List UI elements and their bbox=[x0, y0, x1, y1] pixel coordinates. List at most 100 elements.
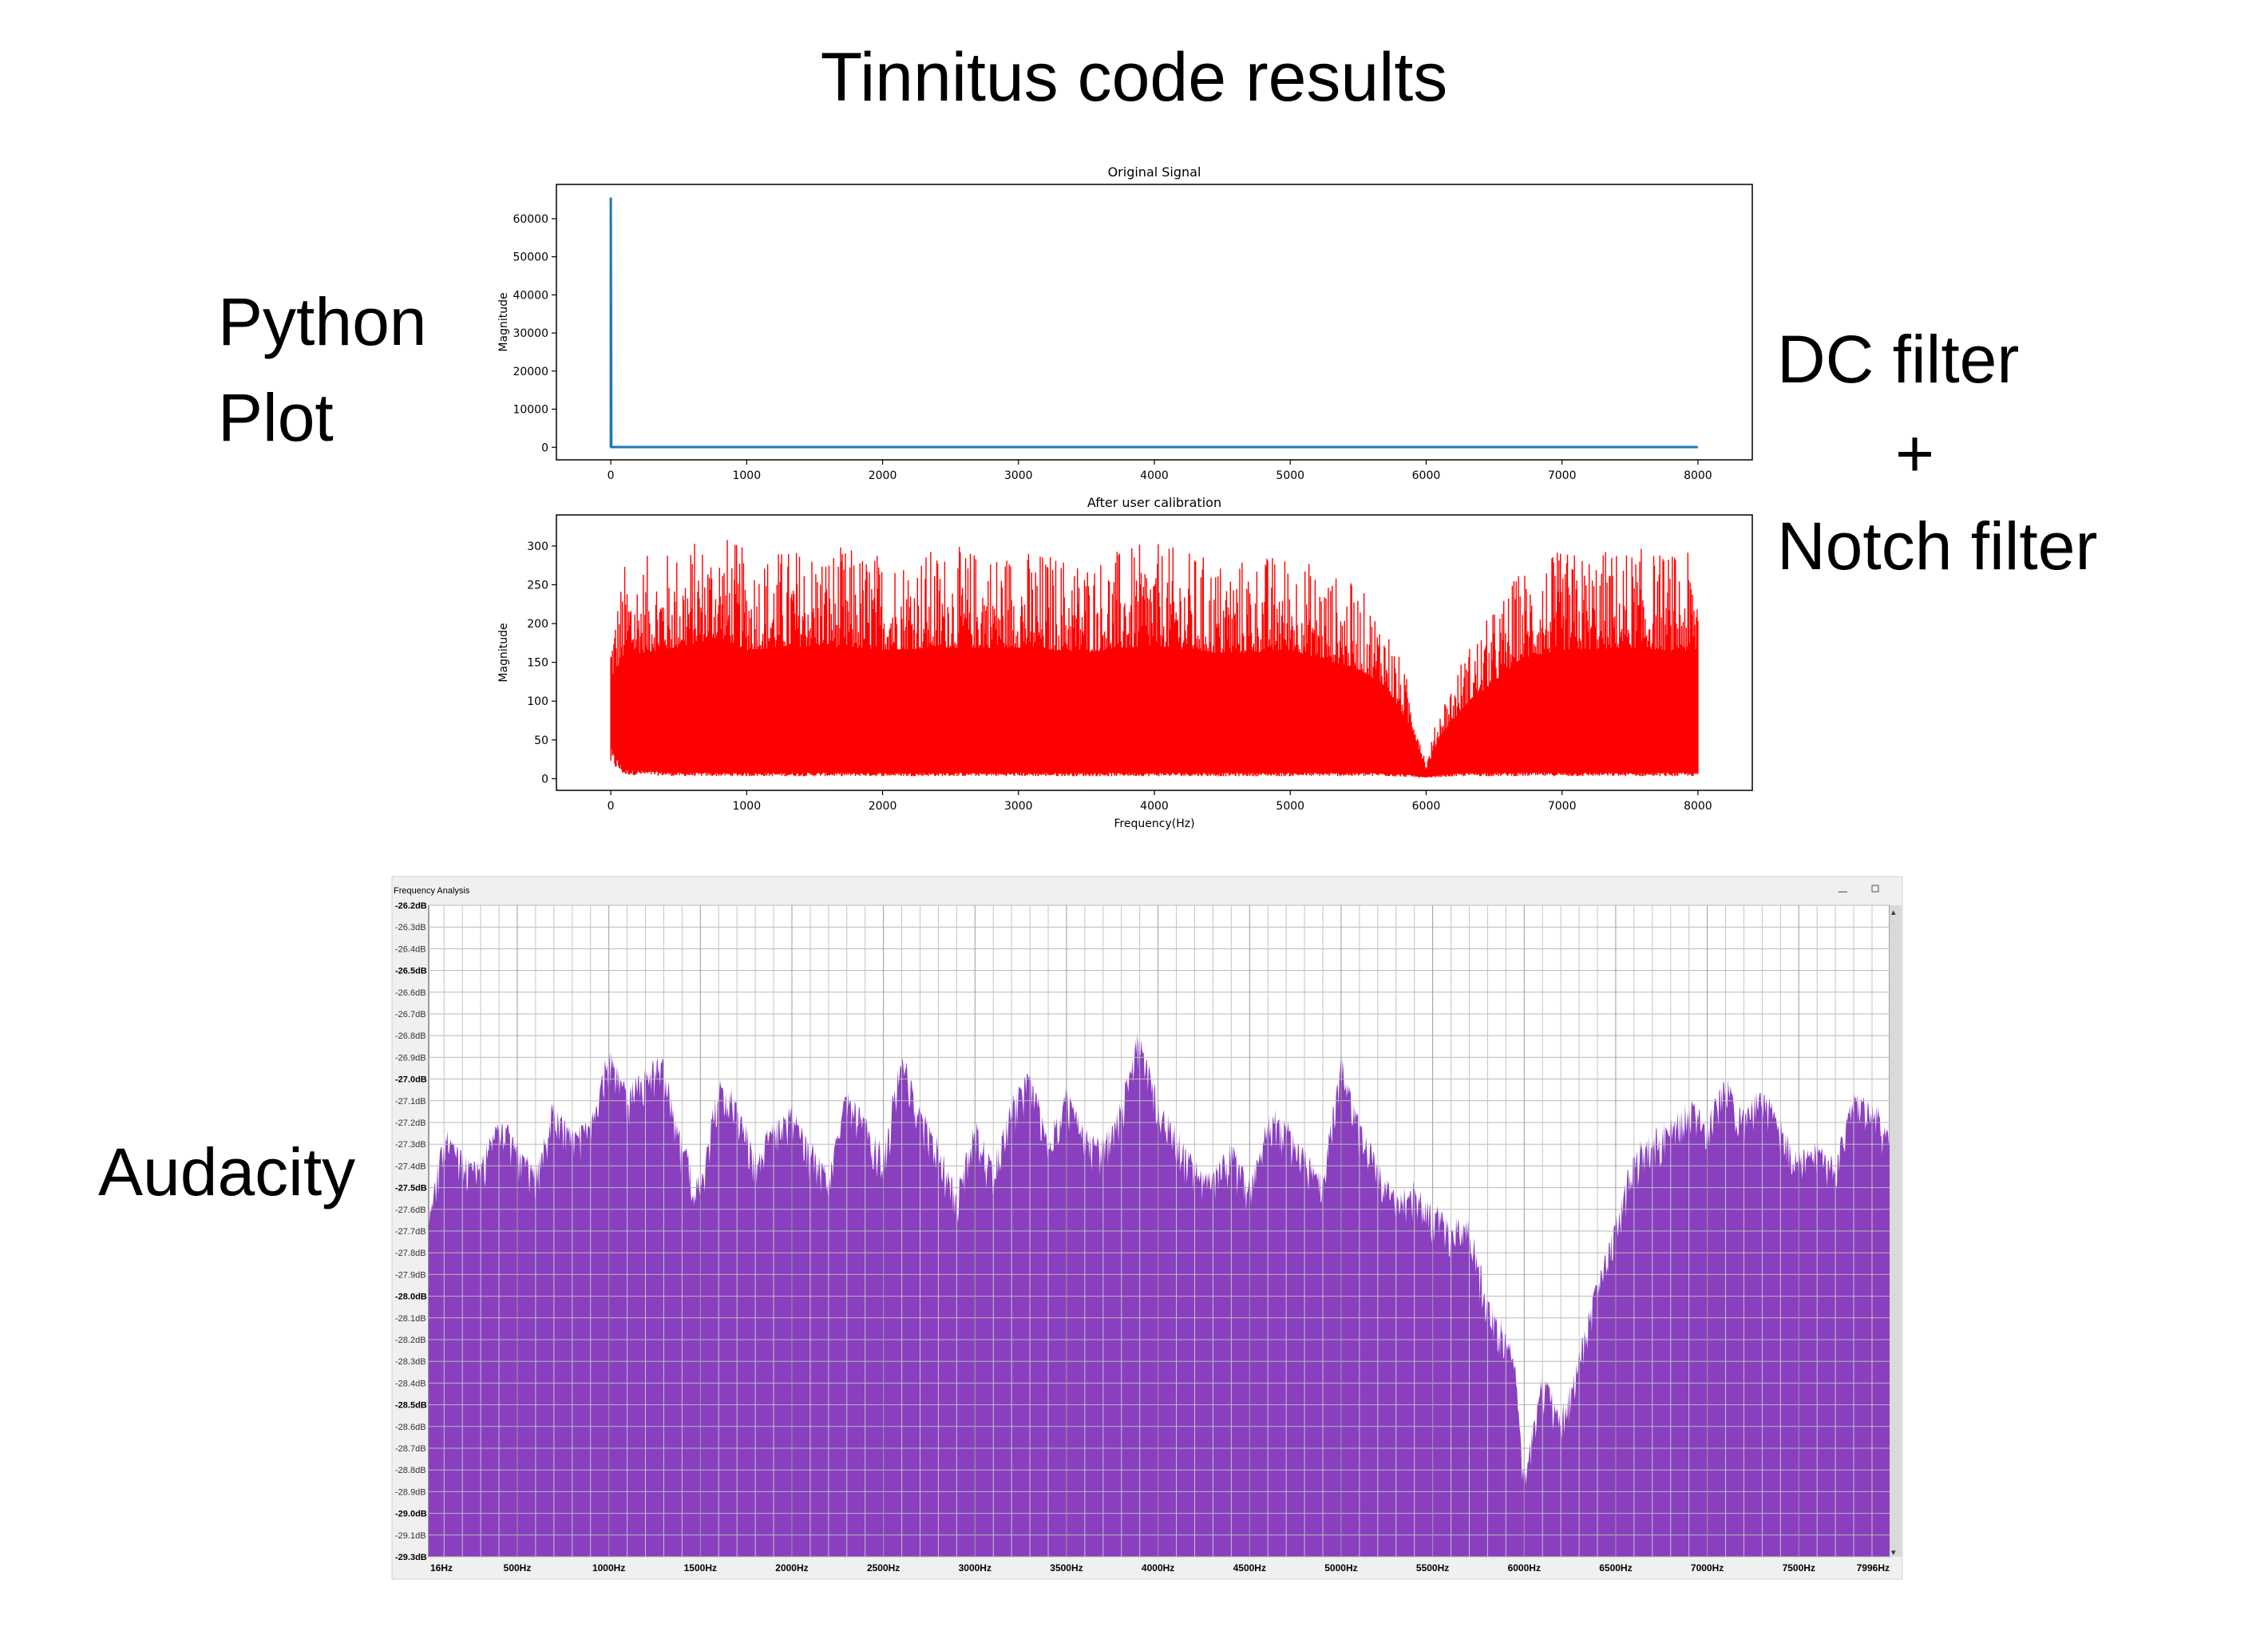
y-tick-label: -27.7dB bbox=[395, 1227, 426, 1237]
scroll-up-arrow: ▴ bbox=[1891, 908, 1896, 917]
plot-frame bbox=[556, 184, 1753, 461]
x-tick-label: 6000Hz bbox=[1508, 1562, 1541, 1574]
y-tick-label: -27.8dB bbox=[395, 1249, 426, 1258]
x-tick-label: 6500Hz bbox=[1599, 1562, 1632, 1574]
y-axis-label: Magnitude bbox=[497, 623, 510, 682]
x-tick-label: 1000 bbox=[732, 469, 761, 482]
y-tick-label: -26.3dB bbox=[395, 923, 426, 932]
x-axis-label: Frequency(Hz) bbox=[1114, 818, 1194, 830]
x-tick-label: 4500Hz bbox=[1233, 1562, 1266, 1574]
y-tick-label: -29.3dB bbox=[395, 1553, 427, 1562]
x-tick-label: 8000 bbox=[1684, 800, 1712, 813]
x-tick-label: 6000 bbox=[1412, 800, 1441, 813]
series-line bbox=[609, 197, 1698, 449]
slide-title: Tinnitus code results bbox=[820, 39, 1448, 116]
y-tick-label: -27.2dB bbox=[395, 1118, 426, 1128]
scroll-down-arrow: ▾ bbox=[1891, 1548, 1896, 1558]
spectrum-fill bbox=[429, 1031, 1890, 1557]
audacity-label: Audacity bbox=[98, 1134, 356, 1209]
x-tick-label: 4000Hz bbox=[1142, 1562, 1174, 1574]
x-tick-label: 7000Hz bbox=[1691, 1562, 1724, 1574]
y-tick-label: -29.1dB bbox=[395, 1531, 426, 1541]
y-tick-label: 50 bbox=[534, 734, 548, 747]
y-tick-label: -26.9dB bbox=[395, 1053, 426, 1063]
y-tick-label: -28.6dB bbox=[395, 1423, 426, 1432]
x-tick-label: 7000 bbox=[1548, 800, 1577, 813]
y-tick-label: 60000 bbox=[513, 213, 548, 226]
y-tick-label: -27.4dB bbox=[395, 1162, 426, 1171]
y-tick-label: 100 bbox=[527, 695, 548, 708]
plot-panel-1: Original Signal 0 1000 2000 3000 4000 5000 6000… bbox=[497, 164, 1753, 482]
python-plot-label-line1: Python bbox=[218, 284, 427, 359]
y-tick-label: -26.4dB bbox=[395, 944, 426, 954]
y-tick-label: -27.1dB bbox=[395, 1097, 426, 1107]
x-tick-label: 6000 bbox=[1412, 469, 1441, 482]
x-tick-label: 7500Hz bbox=[1783, 1562, 1815, 1574]
y-tick-label: 300 bbox=[527, 540, 548, 553]
x-tick-label: 0 bbox=[608, 800, 615, 813]
x-tick-label: 2000 bbox=[869, 469, 897, 482]
x-tick-label: 16Hz bbox=[430, 1562, 453, 1574]
restore-icon bbox=[1871, 885, 1879, 893]
y-axis-label: Magnitude bbox=[497, 292, 510, 351]
plot-title: Original Signal bbox=[1108, 164, 1201, 180]
x-tick-label: 2000Hz bbox=[775, 1562, 808, 1574]
frequency-analysis-window: Frequency Analysis — ▴ ▾ -26.2dB -26.3dB -26.4… bbox=[391, 876, 1903, 1580]
y-tick-label: -26.5dB bbox=[395, 967, 427, 976]
y-tick-label: 0 bbox=[541, 773, 548, 786]
y-tick-label: -28.2dB bbox=[395, 1336, 426, 1345]
x-tick-label: 2000 bbox=[869, 800, 897, 813]
y-tick-label: -27.5dB bbox=[395, 1184, 427, 1194]
y-tick-label: 200 bbox=[527, 618, 548, 631]
window-title: Frequency Analysis bbox=[394, 886, 470, 896]
y-tick-label: -28.3dB bbox=[395, 1357, 426, 1367]
y-tick-label: 10000 bbox=[513, 404, 548, 417]
y-tick-label: -27.6dB bbox=[395, 1205, 426, 1215]
x-tick-label: 3500Hz bbox=[1050, 1562, 1083, 1574]
y-tick-label: 0 bbox=[541, 441, 548, 454]
y-tick-label: 30000 bbox=[513, 327, 548, 340]
x-tick-label: 3000 bbox=[1004, 800, 1033, 813]
y-tick-label: 250 bbox=[527, 579, 548, 592]
y-tick-label: -28.7dB bbox=[395, 1444, 426, 1454]
y-tick-label: -27.3dB bbox=[395, 1140, 426, 1150]
plot-title: After user calibration bbox=[1087, 495, 1221, 510]
y-tick-label: -27.9dB bbox=[395, 1270, 426, 1280]
series-signal bbox=[610, 540, 1699, 778]
x-tick-label: 2500Hz bbox=[867, 1562, 900, 1574]
y-tick-label: -26.8dB bbox=[395, 1031, 426, 1041]
y-tick-label: -28.5dB bbox=[395, 1401, 427, 1411]
y-tick-label: -28.1dB bbox=[395, 1314, 426, 1324]
x-tick-label: 4000 bbox=[1140, 800, 1169, 813]
y-tick-label: 150 bbox=[527, 657, 548, 670]
x-tick-label: 4000 bbox=[1140, 469, 1169, 482]
x-tick-label: 3000Hz bbox=[959, 1562, 992, 1574]
x-tick-label: 3000 bbox=[1004, 469, 1033, 482]
x-tick-label: 1000 bbox=[732, 800, 761, 813]
y-tick-label: 40000 bbox=[513, 289, 548, 302]
python-plot-label-line2: Plot bbox=[218, 380, 334, 455]
y-tick-label: -26.7dB bbox=[395, 1010, 426, 1019]
y-tick-label: -28.9dB bbox=[395, 1487, 426, 1497]
y-tick-label: -26.6dB bbox=[395, 988, 426, 998]
x-tick-label: 0 bbox=[608, 469, 615, 482]
y-tick-label: -29.0dB bbox=[395, 1510, 427, 1519]
minimize-icon: — bbox=[1839, 887, 1847, 897]
y-tick-label: -26.2dB bbox=[395, 901, 427, 911]
filter-label-line2: + bbox=[1895, 416, 1935, 491]
y-tick-label: -28.8dB bbox=[395, 1466, 426, 1475]
filter-label-line1: DC filter bbox=[1777, 322, 2020, 397]
filter-label-line3: Notch filter bbox=[1777, 509, 2098, 584]
y-tick-label: -28.0dB bbox=[395, 1293, 427, 1302]
x-tick-label: 500Hz bbox=[504, 1562, 532, 1574]
x-tick-label: 1000Hz bbox=[592, 1562, 625, 1574]
y-tick-label: -27.0dB bbox=[395, 1075, 427, 1085]
x-tick-label: 7000 bbox=[1548, 469, 1577, 482]
x-tick-label: 5000Hz bbox=[1324, 1562, 1357, 1574]
y-tick-label: 20000 bbox=[513, 366, 548, 378]
x-tick-label: 5000 bbox=[1276, 469, 1304, 482]
x-tick-label: 1500Hz bbox=[684, 1562, 717, 1574]
x-tick-label: 7996Hz bbox=[1857, 1562, 1890, 1574]
